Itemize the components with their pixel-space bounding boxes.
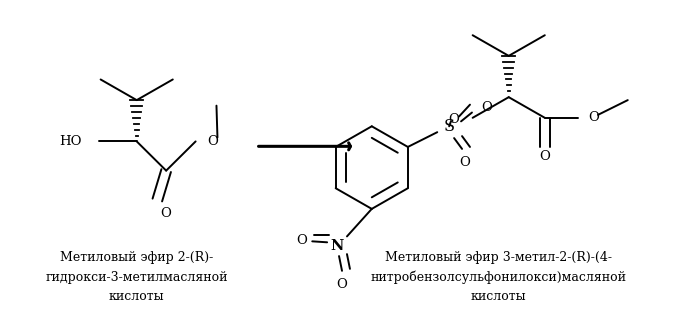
Text: O: O [588, 111, 599, 124]
Text: кислоты: кислоты [471, 290, 526, 303]
Text: O: O [337, 278, 347, 291]
Text: Метиловый эфир 2-(R)-: Метиловый эфир 2-(R)- [60, 251, 213, 264]
Text: O: O [161, 207, 172, 220]
Text: O: O [448, 113, 459, 126]
Text: Метиловый эфир 3-метил-2-(R)-(4-: Метиловый эфир 3-метил-2-(R)-(4- [385, 251, 612, 264]
Text: N: N [331, 239, 344, 253]
Text: кислоты: кислоты [109, 290, 164, 303]
Text: O: O [481, 101, 492, 114]
Text: O: O [208, 135, 218, 148]
Text: S: S [444, 118, 454, 135]
Text: O: O [459, 156, 470, 169]
Text: O: O [296, 234, 307, 247]
Text: HO: HO [59, 135, 81, 148]
Text: гидрокси-3-метилмасляной: гидрокси-3-метилмасляной [45, 271, 228, 284]
Text: нитробензолсульфонилокси)масляной: нитробензолсульфонилокси)масляной [370, 270, 627, 284]
Text: O: O [540, 150, 550, 163]
